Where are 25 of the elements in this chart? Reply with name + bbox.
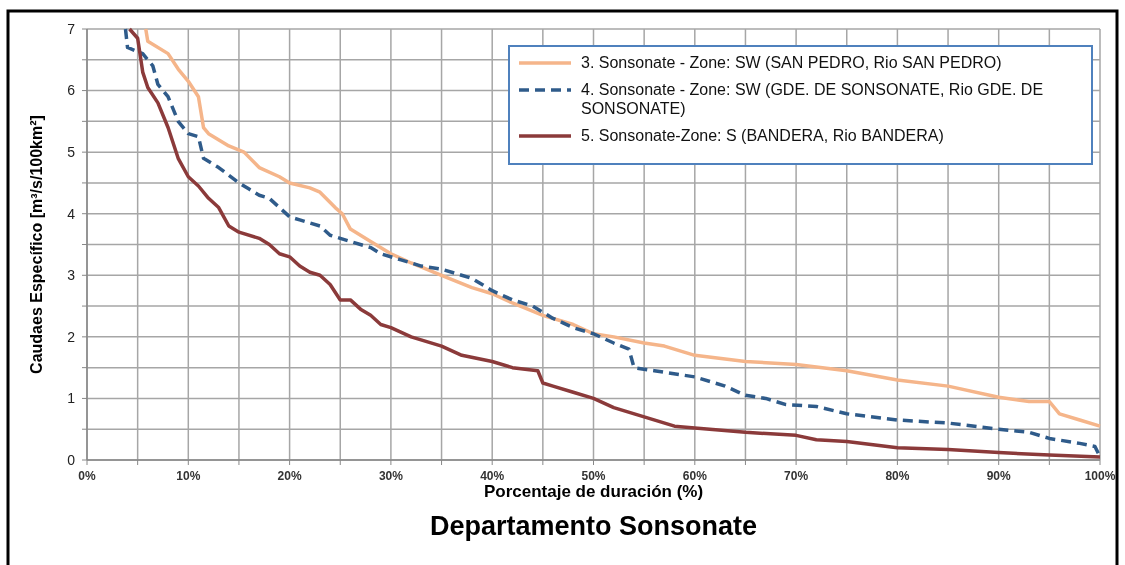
x-tick-label: 100%	[1084, 469, 1116, 483]
x-tick-label: 40%	[480, 469, 505, 483]
x-tick-label: 0%	[78, 469, 96, 483]
legend-label: 5. Sonsonate-Zone: S (BANDERA, Rio BANDERA)	[581, 127, 944, 144]
legend-label: 3. Sonsonate - Zone: SW (SAN PEDRO, Rio SAN PEDRO)	[581, 54, 1002, 71]
y-tick-label: 6	[67, 82, 76, 99]
y-tick-label: 7	[67, 20, 76, 37]
legend-label: 4. Sonsonate - Zone: SW (GDE. DE SONSONATE, Rio GDE. DE SONSONATE)	[581, 81, 1044, 117]
x-tick-label: 20%	[277, 469, 302, 483]
x-tick-label: 50%	[581, 469, 606, 483]
y-tick-label: 0	[67, 451, 76, 468]
x-tick-label: 80%	[885, 469, 910, 483]
y-tick-label: 4	[67, 205, 76, 222]
text: Departamento Sonsonate	[429, 511, 758, 541]
x-axis-title: Porcentaje de duración (%)	[483, 482, 704, 501]
y-tick-label: 5	[67, 144, 76, 161]
x-tick-label: 10%	[176, 469, 201, 483]
x-tick-label: 60%	[682, 469, 708, 483]
y-tick-label: 2	[67, 328, 76, 345]
y-tick-label: 1	[67, 390, 76, 407]
x-tick-label: 90%	[986, 469, 1012, 483]
y-tick-label: 3	[67, 267, 76, 284]
x-tick-label: 30%	[378, 469, 404, 483]
x-tick-label: 70%	[784, 469, 809, 483]
y-axis-title: Caudaes Específico [m³/s/100km²]	[28, 115, 45, 374]
